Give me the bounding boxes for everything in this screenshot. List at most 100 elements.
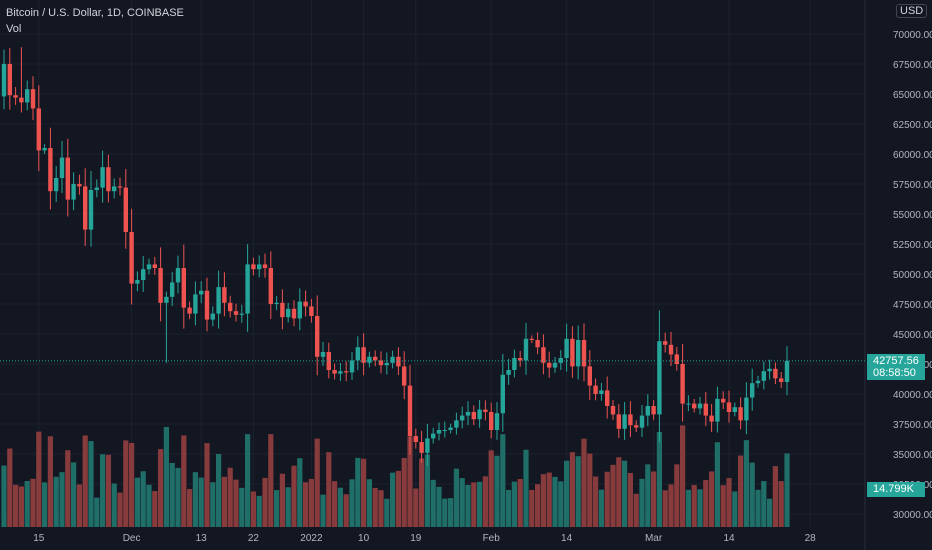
- candle-body: [616, 414, 621, 429]
- candle-body: [593, 385, 598, 394]
- candle-body: [645, 406, 650, 416]
- candle-body: [88, 190, 94, 230]
- candle-body: [42, 148, 47, 151]
- candle-body: [320, 352, 326, 357]
- volume-bar: [349, 479, 355, 527]
- candle-body: [54, 178, 59, 192]
- candle-body: [83, 186, 88, 230]
- y-tick-label: 47500.00: [893, 300, 932, 311]
- x-tick-label: Mar: [645, 533, 663, 544]
- last-price-badge: 42757.56 08:58:50: [867, 353, 925, 380]
- candle-body: [419, 442, 424, 453]
- volume-bar: [564, 460, 570, 527]
- candle-body: [112, 186, 117, 192]
- candle-body: [384, 362, 389, 366]
- candle-body: [552, 362, 558, 368]
- volume-bar: [227, 467, 233, 527]
- candle-body: [355, 347, 360, 361]
- y-axis[interactable]: 30000.0032500.0035000.0037500.0040000.00…: [893, 30, 932, 521]
- volume-bar: [326, 452, 332, 527]
- volume-bar: [743, 440, 749, 527]
- x-tick-label: Feb: [483, 533, 501, 544]
- volume-bar: [761, 481, 767, 527]
- volume-bar: [13, 484, 19, 527]
- candle-body: [390, 356, 395, 363]
- currency-button[interactable]: USD: [896, 4, 928, 18]
- candle-body: [512, 358, 517, 370]
- volume-bar: [471, 482, 477, 527]
- candle-body: [239, 313, 244, 315]
- volume-bar: [152, 491, 158, 527]
- candle-body: [187, 307, 192, 314]
- x-tick-label: 2022: [300, 533, 323, 544]
- volume-bar: [598, 489, 604, 527]
- volume-bar: [482, 476, 488, 527]
- candle-body: [13, 95, 18, 98]
- volume-bar: [616, 457, 622, 527]
- x-axis[interactable]: 15 Dec 13 22 2022 10 19 Feb 14 Mar 14 28: [33, 533, 816, 544]
- candle-body: [59, 157, 65, 178]
- volume-bar: [314, 438, 320, 527]
- volume-bar: [430, 479, 436, 527]
- candle-body: [315, 316, 320, 357]
- volume-bar: [158, 449, 164, 527]
- volume-bar: [529, 489, 535, 527]
- candle-body: [610, 406, 616, 415]
- candle-body: [1, 64, 7, 97]
- y-tick-label: 40000.00: [893, 390, 932, 401]
- candle-body: [674, 354, 679, 364]
- volume-indicator-label[interactable]: Vol: [6, 23, 22, 35]
- volume-bar: [320, 494, 326, 527]
- candle-body: [216, 287, 221, 314]
- candle-body: [471, 412, 476, 420]
- candle-body: [378, 360, 384, 366]
- candle-body: [210, 313, 215, 320]
- volume-bar: [76, 484, 82, 527]
- volume-bar: [343, 494, 349, 527]
- y-tick-label: 65000.00: [893, 90, 932, 101]
- volume-bar: [285, 487, 291, 527]
- volume-bar: [24, 481, 30, 527]
- candle-body: [721, 398, 726, 403]
- candle-body: [750, 383, 755, 398]
- candle-body: [686, 403, 691, 405]
- y-tick-label: 45000.00: [893, 330, 932, 341]
- symbol-title[interactable]: Bitcoin / U.S. Dollar, 1D, COINBASE: [6, 7, 184, 19]
- volume-bar: [256, 495, 262, 527]
- volume-bar: [569, 452, 575, 527]
- y-tick-label: 35000.00: [893, 450, 932, 461]
- candle-body: [506, 370, 511, 375]
- candle-body: [94, 187, 99, 190]
- volume-bar: [187, 489, 193, 527]
- volume-bar: [755, 489, 761, 527]
- candle-body: [175, 268, 181, 283]
- volume-bar: [424, 454, 430, 527]
- y-tick-label: 60000.00: [893, 150, 932, 161]
- candle-body: [30, 89, 36, 109]
- candle-body: [489, 412, 494, 430]
- legend: Bitcoin / U.S. Dollar, 1D, COINBASE Vol: [6, 5, 184, 37]
- volume-bar: [419, 458, 425, 527]
- candle-body: [7, 64, 12, 96]
- volume-bar: [535, 484, 541, 527]
- volume-bar: [175, 467, 181, 527]
- candle-body: [697, 403, 703, 409]
- candle-body: [639, 415, 645, 428]
- candle-body: [158, 268, 163, 303]
- candle-body: [199, 290, 204, 295]
- candle-body: [77, 184, 82, 187]
- volume-bar: [204, 443, 210, 527]
- candle-body: [135, 280, 140, 284]
- candle-body: [622, 414, 627, 429]
- candle-body: [106, 167, 111, 192]
- y-tick-label: 37500.00: [893, 420, 932, 431]
- candle-body: [767, 368, 772, 372]
- volume-bar: [181, 435, 187, 527]
- volume-bar: [517, 479, 523, 527]
- candle-body: [286, 308, 291, 318]
- candle-body: [332, 370, 337, 374]
- candle-body: [413, 436, 418, 442]
- candle-body: [500, 374, 505, 414]
- y-tick-label: 55000.00: [893, 210, 932, 221]
